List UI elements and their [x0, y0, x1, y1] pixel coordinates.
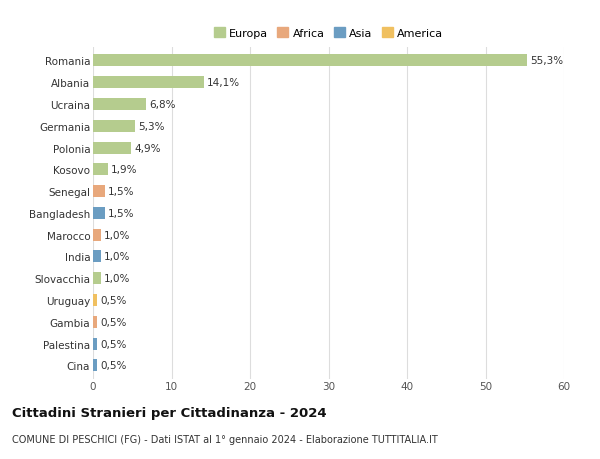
Text: Cittadini Stranieri per Cittadinanza - 2024: Cittadini Stranieri per Cittadinanza - 2… — [12, 406, 326, 419]
Text: COMUNE DI PESCHICI (FG) - Dati ISTAT al 1° gennaio 2024 - Elaborazione TUTTITALI: COMUNE DI PESCHICI (FG) - Dati ISTAT al … — [12, 434, 438, 444]
Text: 5,3%: 5,3% — [138, 122, 164, 131]
Bar — [93, 77, 203, 89]
Text: 0,5%: 0,5% — [100, 339, 127, 349]
Bar — [93, 251, 101, 263]
Text: 1,0%: 1,0% — [104, 274, 130, 284]
Text: 0,5%: 0,5% — [100, 296, 127, 305]
Bar — [93, 273, 101, 285]
Text: 0,5%: 0,5% — [100, 317, 127, 327]
Text: 1,9%: 1,9% — [111, 165, 137, 175]
Bar — [93, 316, 97, 328]
Bar — [93, 360, 97, 372]
Bar — [93, 229, 101, 241]
Text: 1,0%: 1,0% — [104, 252, 130, 262]
Bar — [93, 294, 97, 307]
Text: 1,0%: 1,0% — [104, 230, 130, 240]
Text: 55,3%: 55,3% — [530, 56, 563, 66]
Bar — [93, 186, 105, 198]
Text: 0,5%: 0,5% — [100, 361, 127, 370]
Bar — [93, 164, 108, 176]
Text: 6,8%: 6,8% — [149, 100, 176, 110]
Bar — [93, 55, 527, 67]
Bar — [93, 207, 105, 219]
Text: 1,5%: 1,5% — [108, 187, 134, 197]
Text: 1,5%: 1,5% — [108, 208, 134, 218]
Text: 14,1%: 14,1% — [207, 78, 240, 88]
Legend: Europa, Africa, Asia, America: Europa, Africa, Asia, America — [209, 24, 448, 43]
Bar — [93, 99, 146, 111]
Text: 4,9%: 4,9% — [134, 143, 161, 153]
Bar — [93, 142, 131, 154]
Bar — [93, 120, 134, 133]
Bar — [93, 338, 97, 350]
